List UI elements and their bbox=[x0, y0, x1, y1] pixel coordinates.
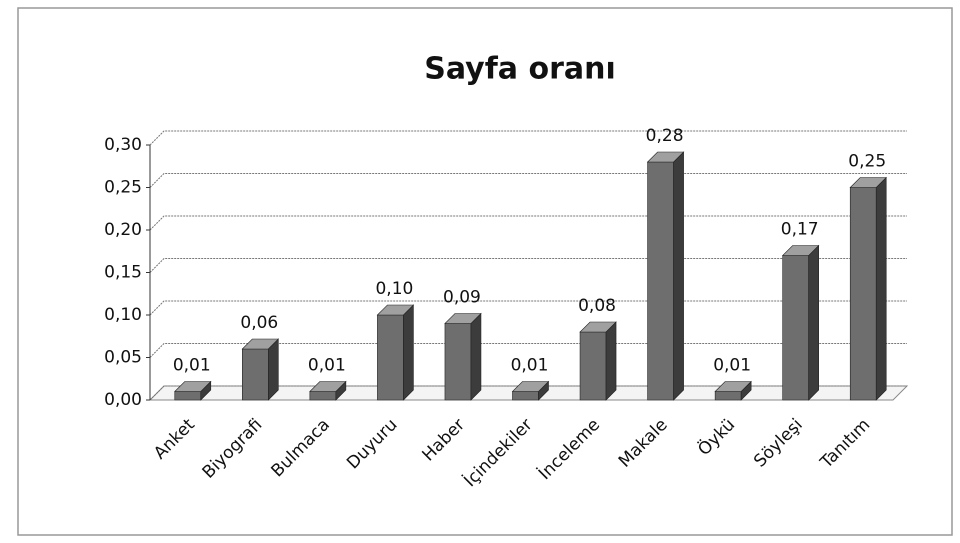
bar-face bbox=[377, 314, 404, 401]
bar-face bbox=[579, 321, 617, 333]
bar bbox=[849, 176, 887, 401]
bar-face bbox=[579, 331, 607, 401]
bar bbox=[241, 338, 280, 401]
grid-line bbox=[149, 215, 907, 231]
bar bbox=[781, 244, 820, 401]
grid-line bbox=[149, 130, 907, 146]
chart-title: Sayfa oranı bbox=[424, 52, 616, 87]
bar-face bbox=[403, 304, 414, 401]
value-label: 0,06 bbox=[240, 313, 278, 333]
value-label: 0,08 bbox=[578, 296, 616, 316]
grid-line bbox=[149, 300, 907, 316]
bar-face bbox=[714, 381, 752, 392]
bar bbox=[174, 380, 212, 401]
value-label: 0,01 bbox=[511, 356, 549, 376]
y-tick-label: 0,30 bbox=[104, 135, 142, 155]
grid-line bbox=[149, 173, 907, 188]
bar-face bbox=[444, 313, 482, 324]
y-tick-label: 0,05 bbox=[104, 348, 142, 368]
bar-face bbox=[849, 177, 887, 188]
bar bbox=[444, 312, 482, 401]
bar-face bbox=[242, 348, 269, 401]
y-tick-label: 0,25 bbox=[104, 178, 142, 198]
y-tick-label: 0,10 bbox=[104, 305, 142, 325]
value-label: 0,01 bbox=[308, 356, 346, 376]
y-tick-label: 0,15 bbox=[104, 263, 142, 283]
bar-face bbox=[849, 187, 877, 401]
value-label: 0,10 bbox=[375, 279, 413, 299]
value-label: 0,01 bbox=[713, 356, 751, 376]
bar-face bbox=[782, 255, 809, 401]
bar-face bbox=[673, 151, 684, 401]
grid-line bbox=[149, 258, 907, 273]
value-label: 0,28 bbox=[646, 126, 684, 146]
grid-line bbox=[149, 385, 907, 401]
bar-face bbox=[376, 304, 415, 316]
bar-face bbox=[511, 381, 550, 392]
bar-face bbox=[808, 244, 819, 401]
bar-face bbox=[875, 176, 887, 401]
bar bbox=[714, 380, 752, 401]
value-label: 0,17 bbox=[781, 220, 819, 240]
bar-face bbox=[444, 323, 472, 401]
bar-face bbox=[647, 161, 674, 401]
bar bbox=[376, 304, 415, 401]
bar-face bbox=[268, 338, 279, 401]
bar bbox=[646, 151, 685, 401]
bar-face bbox=[309, 391, 337, 401]
bar-face bbox=[781, 245, 820, 256]
value-label: 0,25 bbox=[848, 152, 886, 172]
bar-face bbox=[646, 151, 685, 163]
bar-face bbox=[470, 312, 482, 401]
bar-face bbox=[174, 391, 202, 401]
y-tick-label: 0,20 bbox=[104, 220, 142, 240]
bar-face bbox=[512, 391, 539, 401]
value-label: 0,01 bbox=[173, 356, 211, 376]
y-tick-label: 0,00 bbox=[104, 390, 142, 410]
grid-line bbox=[149, 343, 907, 358]
bar-face bbox=[309, 381, 347, 392]
bar-face bbox=[605, 321, 617, 401]
bar bbox=[579, 321, 617, 401]
bar-face bbox=[174, 381, 212, 392]
bar-face bbox=[714, 391, 742, 401]
bar-face bbox=[241, 338, 280, 350]
bar bbox=[309, 380, 347, 401]
bar bbox=[511, 380, 550, 401]
value-label: 0,09 bbox=[443, 288, 481, 308]
